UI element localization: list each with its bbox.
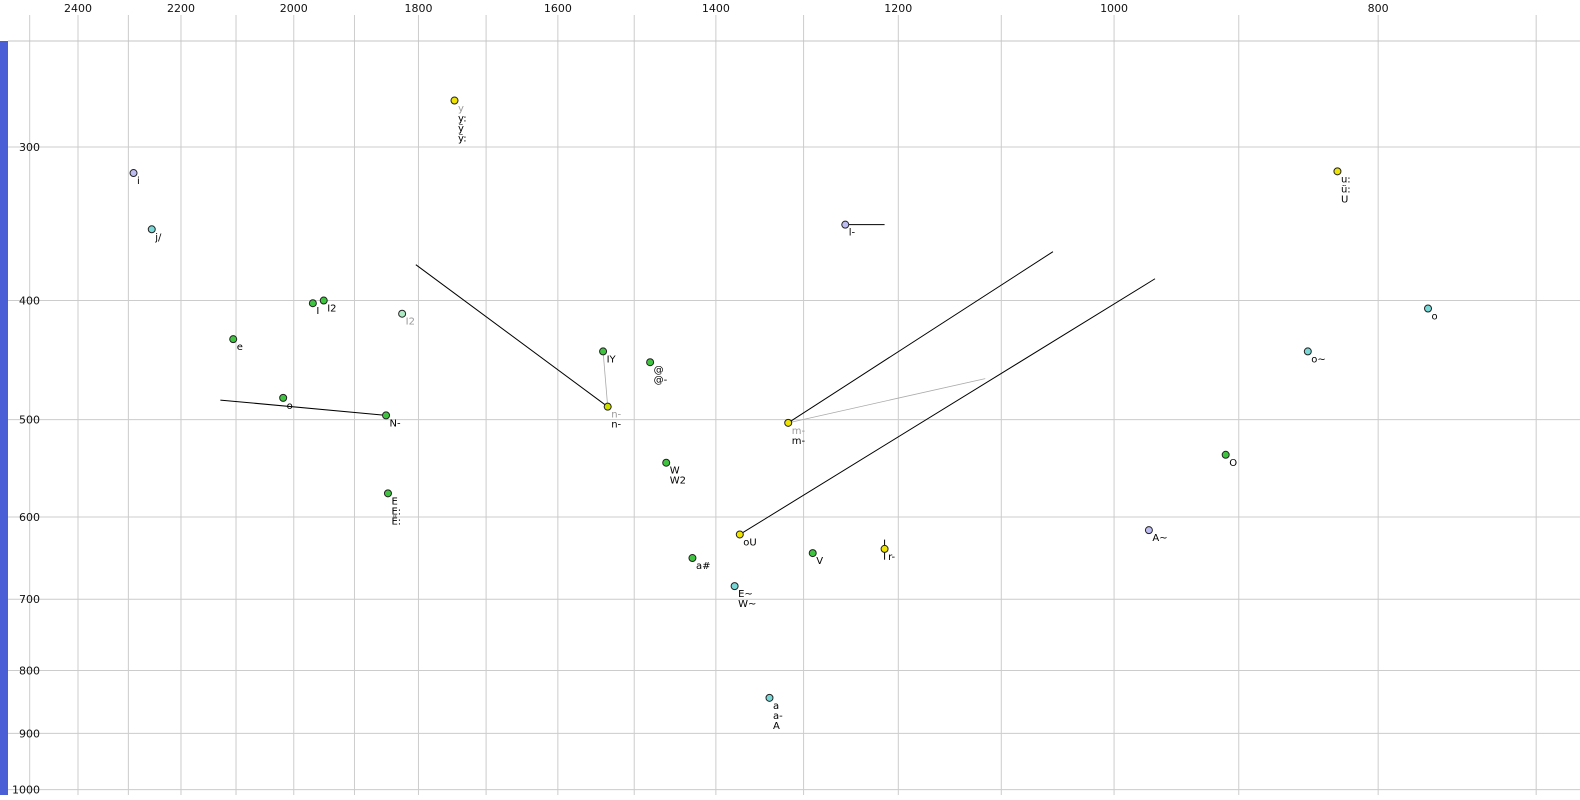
point-label: IY (607, 354, 617, 365)
x-tick-label: 2400 (64, 2, 92, 15)
data-point (279, 393, 288, 402)
point-label: E (391, 496, 397, 507)
data-point (1221, 450, 1230, 459)
data-point (450, 96, 459, 105)
point-label: W~ (738, 599, 756, 610)
point-label: A~ (1152, 533, 1167, 544)
connector-line (220, 399, 387, 416)
data-point (765, 693, 774, 702)
point-label: i (137, 176, 140, 187)
connector-line (415, 264, 608, 408)
point-label: oU (743, 537, 756, 548)
point-label: o~ (1311, 354, 1326, 365)
data-point (398, 309, 407, 318)
connector-line (739, 278, 1156, 535)
point-label: m- (792, 426, 806, 437)
point-label: E~ (738, 589, 753, 600)
y-tick-label: 700 (19, 593, 40, 606)
y-tick-label: 400 (19, 295, 40, 308)
point-label: n- (611, 420, 621, 431)
point-label: o (1432, 311, 1438, 322)
point-label: I2 (327, 304, 336, 315)
point-label: u: (1341, 174, 1351, 185)
x-tick-label: 1000 (1100, 2, 1128, 15)
point-label: O (1229, 458, 1237, 469)
x-tick-label: 1600 (544, 2, 572, 15)
x-tick-label: 1400 (702, 2, 730, 15)
point-label: n- (611, 410, 621, 421)
y-tick-label: 900 (19, 727, 40, 740)
point-label: o (287, 401, 293, 412)
connector-line (788, 378, 986, 424)
data-point (603, 402, 612, 411)
point-label: e (237, 342, 243, 353)
point-label: U (1341, 194, 1348, 205)
data-point (147, 225, 156, 234)
point-label: a (773, 701, 779, 712)
point-label: @ (654, 365, 664, 376)
point-label: m- (792, 436, 806, 447)
data-point (880, 544, 889, 553)
data-point (1424, 304, 1433, 313)
data-point (784, 418, 793, 427)
point-label: W2 (670, 476, 686, 487)
point-label: W (670, 466, 680, 477)
y-tick-label: 800 (19, 665, 40, 678)
connector-line (602, 351, 609, 407)
data-point (735, 530, 744, 539)
point-label: V (816, 556, 823, 567)
data-point (319, 296, 328, 305)
x-tick-label: 1200 (884, 2, 912, 15)
data-point (383, 489, 392, 498)
point-label: y (458, 104, 464, 115)
x-tick-label: 800 (1368, 2, 1389, 15)
left-edge-bar (0, 41, 8, 795)
connector-line (787, 251, 1054, 424)
data-point (688, 554, 697, 563)
data-point (841, 220, 850, 229)
point-label: I2 (406, 317, 415, 328)
point-label: a- (773, 711, 783, 722)
point-label: l- (849, 228, 856, 239)
point-label: ÿ: (458, 134, 467, 145)
data-point (1144, 526, 1153, 535)
data-point (1303, 347, 1312, 356)
data-point (599, 347, 608, 356)
x-tick-label: 1800 (404, 2, 432, 15)
data-point (308, 299, 317, 308)
point-label: E: (391, 506, 401, 517)
x-tick-label: 2200 (167, 2, 195, 15)
data-point (382, 411, 391, 420)
data-point (129, 169, 138, 178)
point-label: j/ (154, 232, 162, 243)
point-label: @- (654, 375, 668, 386)
point-label: ÿ (458, 124, 464, 135)
point-label: Ë: (391, 514, 401, 527)
point-label: y: (458, 114, 467, 125)
data-point (662, 458, 671, 467)
data-point (808, 549, 817, 558)
y-tick-label: 300 (19, 141, 40, 154)
point-label: ü: (1341, 184, 1351, 195)
point-label: I (316, 306, 319, 317)
data-point (730, 582, 739, 591)
point-label: N- (390, 418, 401, 429)
y-tick-label: 600 (19, 511, 40, 524)
data-point (229, 335, 238, 344)
data-point (646, 358, 655, 367)
data-point (1333, 167, 1342, 176)
y-tick-label: 500 (19, 414, 40, 427)
point-label: A (773, 721, 780, 732)
y-tick-label: 1000 (12, 784, 40, 797)
point-label: a# (696, 561, 711, 572)
point-label: r- (888, 552, 895, 563)
x-tick-label: 2000 (280, 2, 308, 15)
